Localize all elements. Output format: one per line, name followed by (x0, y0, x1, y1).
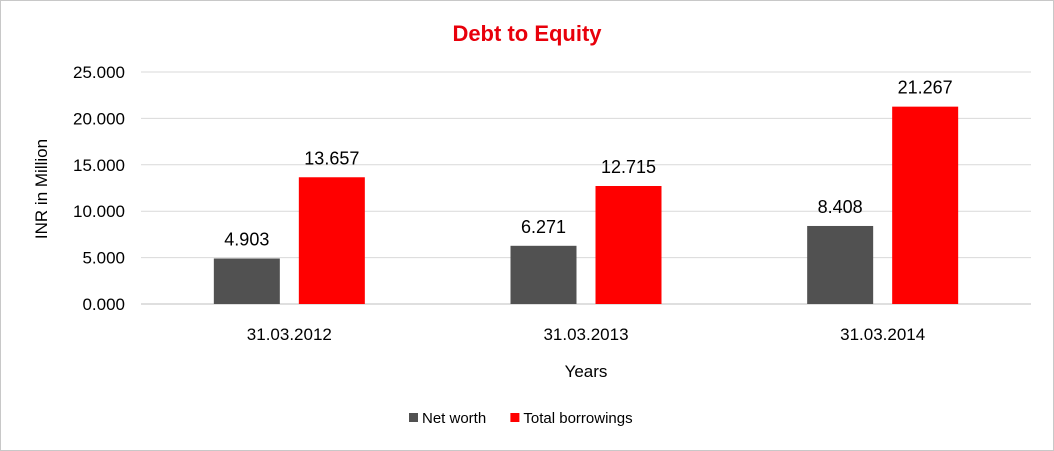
y-tick-label: 0.000 (82, 295, 125, 314)
y-axis-ticks: 0.000 5.000 10.000 15.000 20.000 25.000 (73, 63, 125, 314)
data-label: 8.408 (818, 197, 863, 217)
y-tick-label: 10.000 (73, 202, 125, 221)
bars (213, 106, 959, 304)
gridlines (141, 71, 1031, 305)
y-tick-label: 25.000 (73, 63, 125, 82)
legend: Net worth Total borrowings (409, 410, 633, 427)
legend-label: Net worth (422, 410, 486, 427)
bar-total-borrowings (892, 106, 959, 304)
x-tick-label: 31.03.2014 (840, 325, 925, 344)
y-tick-label: 20.000 (73, 109, 125, 128)
y-axis-title: INR in Million (32, 139, 51, 239)
bar-total-borrowings (595, 186, 662, 304)
x-axis-ticks: 31.03.2012 31.03.2013 31.03.2014 (247, 325, 925, 344)
data-label: 4.903 (224, 230, 269, 250)
chart-title: Debt to Equity (452, 21, 602, 46)
x-tick-label: 31.03.2012 (247, 325, 332, 344)
y-tick-label: 15.000 (73, 156, 125, 175)
x-axis-title: Years (565, 362, 608, 381)
bar-net-worth (510, 245, 577, 304)
legend-label: Total borrowings (523, 410, 632, 427)
bar-net-worth (213, 258, 280, 304)
legend-swatch (409, 413, 418, 422)
y-tick-label: 5.000 (82, 249, 125, 268)
x-tick-label: 31.03.2013 (543, 325, 628, 344)
data-label: 13.657 (304, 148, 359, 168)
data-labels: 4.903 13.657 6.271 12.715 8.408 21.267 (224, 78, 952, 250)
bar-total-borrowings (298, 177, 365, 304)
data-label: 12.715 (601, 157, 656, 177)
legend-swatch (510, 413, 520, 422)
data-label: 6.271 (521, 217, 566, 237)
data-label: 21.267 (898, 78, 953, 98)
bar-net-worth (807, 225, 874, 304)
